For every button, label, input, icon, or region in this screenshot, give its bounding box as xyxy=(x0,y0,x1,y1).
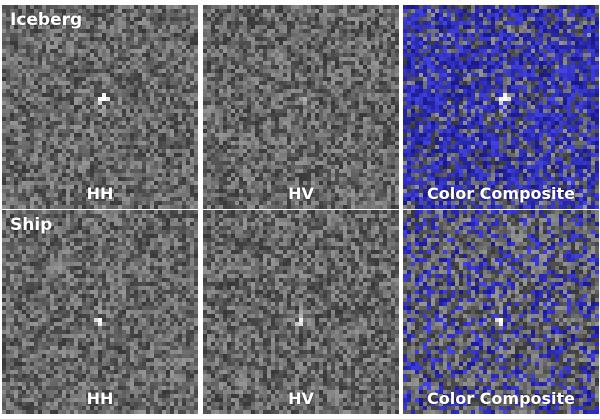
row-label-iceberg: Iceberg xyxy=(10,10,83,30)
iceberg-hh-image xyxy=(2,5,198,209)
panel-label-color-composite: Color Composite xyxy=(426,184,576,203)
ship-hh-panel: Ship HH xyxy=(2,210,198,414)
iceberg-composite-image xyxy=(403,5,599,209)
iceberg-hv-panel: HV xyxy=(203,5,399,209)
ship-composite-panel: Color Composite xyxy=(403,210,599,414)
ship-hh-image xyxy=(2,210,198,414)
iceberg-composite-panel: Color Composite xyxy=(403,5,599,209)
panel-label-hv: HV xyxy=(288,389,314,408)
panel-label-hh: HH xyxy=(86,184,114,203)
panel-label-hh: HH xyxy=(86,389,114,408)
ship-hv-panel: HV xyxy=(203,210,399,414)
ship-hv-image xyxy=(203,210,399,414)
panel-label-hv: HV xyxy=(288,184,314,203)
row-label-ship: Ship xyxy=(10,215,53,235)
iceberg-hv-image xyxy=(203,5,399,209)
iceberg-hh-panel: Iceberg HH xyxy=(2,5,198,209)
ship-composite-image xyxy=(403,210,599,414)
panel-label-color-composite: Color Composite xyxy=(426,389,576,408)
